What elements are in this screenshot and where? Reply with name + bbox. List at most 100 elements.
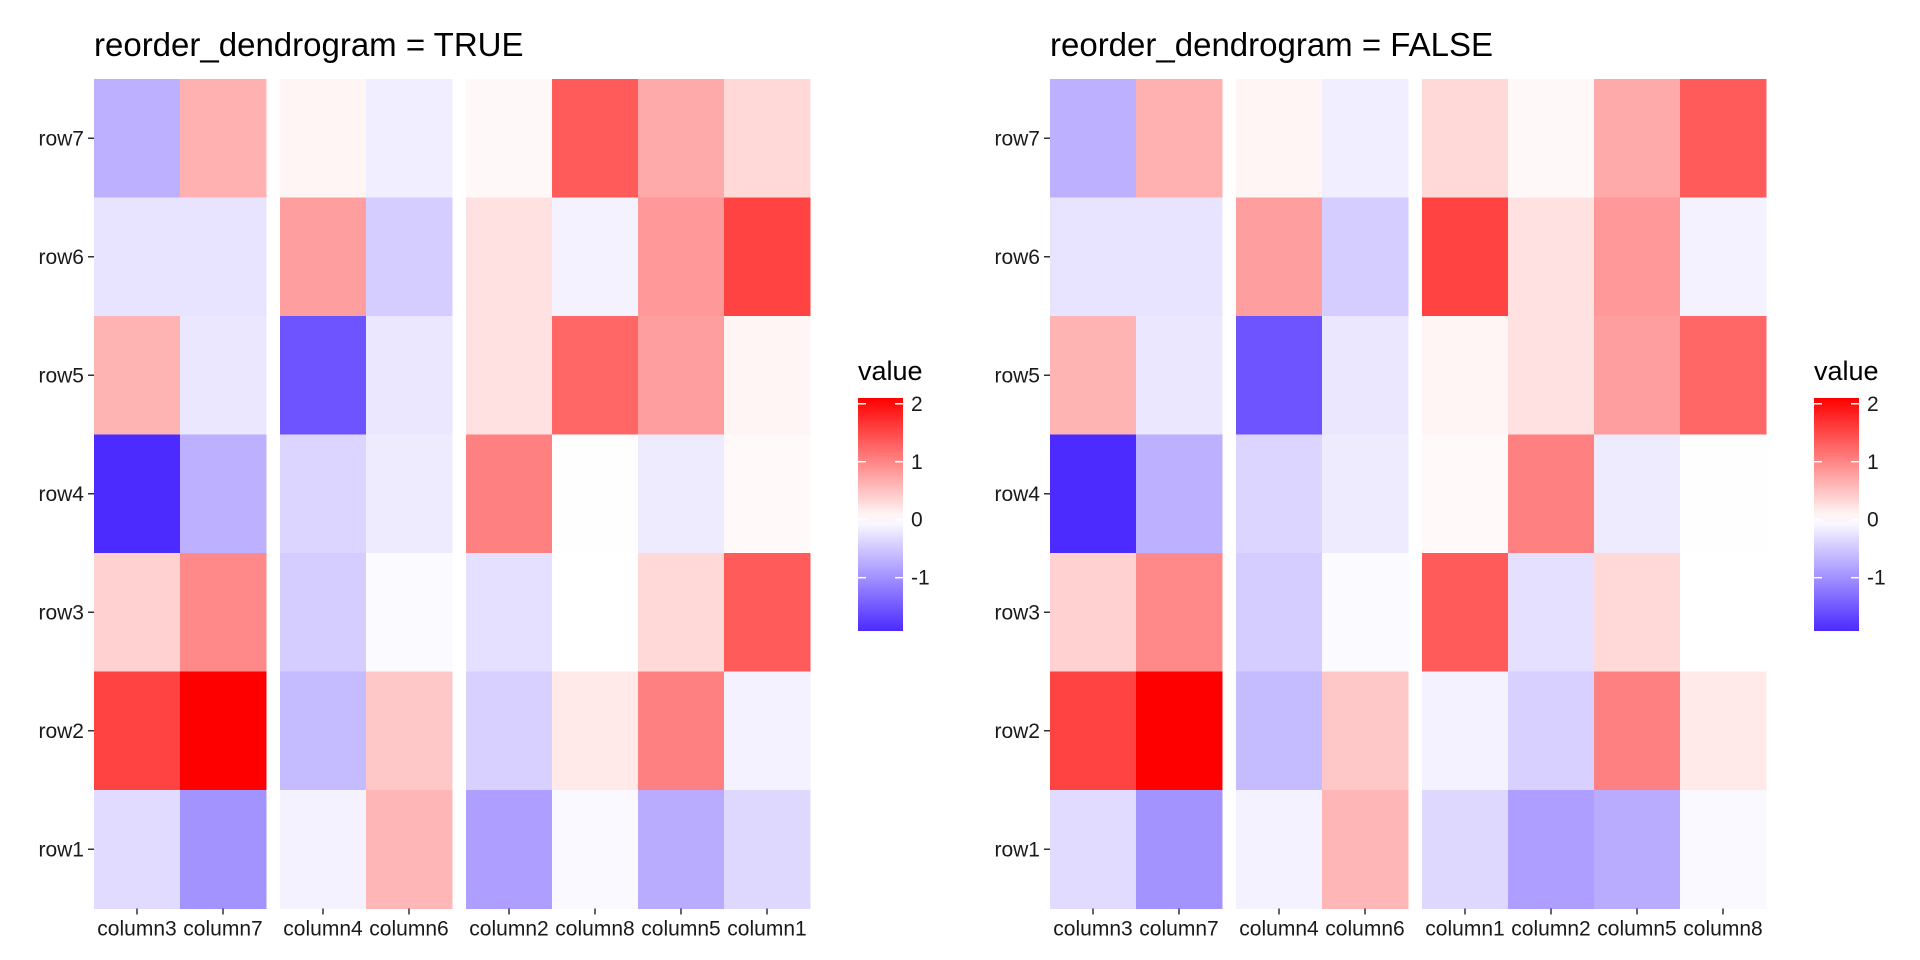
heatmap-cell-row6-column4 <box>280 197 367 317</box>
heatmap-cell-row5-column2 <box>466 316 553 435</box>
heatmap-cell-row3-column2 <box>1508 553 1595 672</box>
heatmap-cell-row1-column8 <box>1680 790 1767 909</box>
column-label: column1 <box>727 918 806 941</box>
column-label: column6 <box>369 918 448 941</box>
heatmap-cell-row3-column1 <box>724 553 811 672</box>
heatmap-cell-row5-column4 <box>1236 316 1323 435</box>
heatmap-cell-row7-column3 <box>94 79 181 198</box>
heatmap-cell-row1-column8 <box>552 790 639 909</box>
heatmap-cell-row5-column1 <box>724 316 811 435</box>
heatmap-cell-row7-column7 <box>180 79 267 198</box>
heatmap-cell-row6-column7 <box>1136 197 1223 317</box>
heatmap-cell-row7-column3 <box>1050 79 1137 198</box>
heatmap-cell-row1-column1 <box>1422 790 1509 909</box>
color-legend: value 2 1 0 -1 <box>858 356 930 631</box>
row-label: row2 <box>994 720 1040 743</box>
heatmap-cell-row1-column1 <box>724 790 811 909</box>
heatmap-cell-row1-column2 <box>1508 790 1595 909</box>
heatmap-cell-row3-column4 <box>1236 553 1323 672</box>
heatmap-cell-row1-column7 <box>1136 790 1223 909</box>
heatmap-panel-true: reorder_dendrogram = TRUE row7row6row5ro… <box>38 26 929 941</box>
heatmap-cell-row5-column6 <box>1322 316 1409 435</box>
column-label: column8 <box>1683 918 1762 941</box>
heatmap-cell-row5-column1 <box>1422 316 1509 435</box>
heatmap-cell-row5-column5 <box>1594 316 1681 435</box>
heatmap-cell-row6-column5 <box>1594 197 1681 317</box>
column-label: column5 <box>1597 918 1676 941</box>
row-label: row7 <box>994 127 1040 150</box>
legend-tick-label: 0 <box>911 509 923 532</box>
legend-tick-label: 1 <box>911 451 923 474</box>
heatmap-cell-row2-column4 <box>280 671 367 791</box>
heatmap-cell-row7-column5 <box>638 79 725 198</box>
column-label: column5 <box>641 918 720 941</box>
heatmap-cell-row2-column1 <box>724 671 811 791</box>
heatmap-cell-row6-column6 <box>366 197 453 317</box>
heatmap-cell-row1-column3 <box>94 790 181 909</box>
heatmap-cell-row2-column6 <box>1322 671 1409 791</box>
heatmap-cell-row4-column4 <box>1236 434 1323 554</box>
heatmap-cell-row6-column4 <box>1236 197 1323 317</box>
heatmap-cell-row1-column4 <box>280 790 367 909</box>
heatmap-cell-row4-column7 <box>180 434 267 554</box>
heatmap-cell-row3-column7 <box>180 553 267 672</box>
row-axis: row7 row6 row5 row4 row3 row2 row1 <box>994 127 1050 861</box>
heatmap-cell-row3-column7 <box>1136 553 1223 672</box>
heatmap-cell-row6-column6 <box>1322 197 1409 317</box>
heatmap-cell-row3-column4 <box>280 553 367 672</box>
heatmap-cell-row3-column3 <box>1050 553 1137 672</box>
row-label: row1 <box>994 838 1040 861</box>
heatmap-cell-row5-column8 <box>1680 316 1767 435</box>
heatmap-cell-row4-column6 <box>1322 434 1409 554</box>
heatmap-cell-row4-column8 <box>552 434 639 554</box>
heatmap-cell-row2-column4 <box>1236 671 1323 791</box>
heatmap-cell-row2-column3 <box>1050 671 1137 791</box>
heatmap-cell-row3-column5 <box>1594 553 1681 672</box>
heatmap-cell-row1-column4 <box>1236 790 1323 909</box>
heatmap-cell-row1-column6 <box>1322 790 1409 909</box>
row-label: row3 <box>38 601 84 624</box>
heatmap-cell-row7-column5 <box>1594 79 1681 198</box>
row-label: row6 <box>994 246 1040 269</box>
heatmap-cell-row3-column6 <box>366 553 453 672</box>
heatmap-cell-row6-column7 <box>180 197 267 317</box>
heatmap-cell-row3-column2 <box>466 553 553 672</box>
heatmap-cell-row5-column5 <box>638 316 725 435</box>
heatmap-cell-row5-column7 <box>180 316 267 435</box>
row-label: row6 <box>38 246 84 269</box>
heatmap-cell-row5-column3 <box>94 316 181 435</box>
heatmap-cell-row4-column1 <box>724 434 811 554</box>
column-label: column8 <box>555 918 634 941</box>
column-label: column3 <box>1053 918 1132 941</box>
column-label: column7 <box>183 918 262 941</box>
heatmap-cell-row1-column3 <box>1050 790 1137 909</box>
heatmap-cell-row5-column8 <box>552 316 639 435</box>
heatmap-cell-row3-column5 <box>638 553 725 672</box>
heatmap-cell-row5-column4 <box>280 316 367 435</box>
color-legend: value 2 1 0 -1 <box>1814 356 1886 631</box>
heatmap-cell-row2-column7 <box>180 671 267 791</box>
column-label: column4 <box>283 918 363 941</box>
legend-tick-label: 0 <box>1867 509 1879 532</box>
legend-title: value <box>858 356 923 386</box>
column-label: column2 <box>1511 918 1590 941</box>
heatmap-cell-row1-column2 <box>466 790 553 909</box>
heatmap-cell-row6-column2 <box>466 197 553 317</box>
heatmap-cell-row7-column4 <box>1236 79 1323 198</box>
heatmap-cell-row4-column6 <box>366 434 453 554</box>
row-label: row2 <box>38 720 84 743</box>
heatmap-cell-row4-column4 <box>280 434 367 554</box>
heatmap-cell-row7-column2 <box>1508 79 1595 198</box>
heatmap-cell-row3-column1 <box>1422 553 1509 672</box>
heatmap-cell-row7-column2 <box>466 79 553 198</box>
row-axis: row7 row6 row5 row4 row3 row2 row1 <box>38 127 94 861</box>
row-label: row5 <box>38 364 84 387</box>
legend-title: value <box>1814 356 1879 386</box>
column-axis: column3 column7 column4 column6 column2 colum… <box>97 908 807 941</box>
heatmap-cell-row4-column3 <box>94 434 181 554</box>
heatmap-cell-row3-column8 <box>1680 553 1767 672</box>
heatmap-cell-row4-column1 <box>1422 434 1509 554</box>
legend-tick-label: 2 <box>911 393 923 416</box>
heatmap-cell-row6-column1 <box>1422 197 1509 317</box>
